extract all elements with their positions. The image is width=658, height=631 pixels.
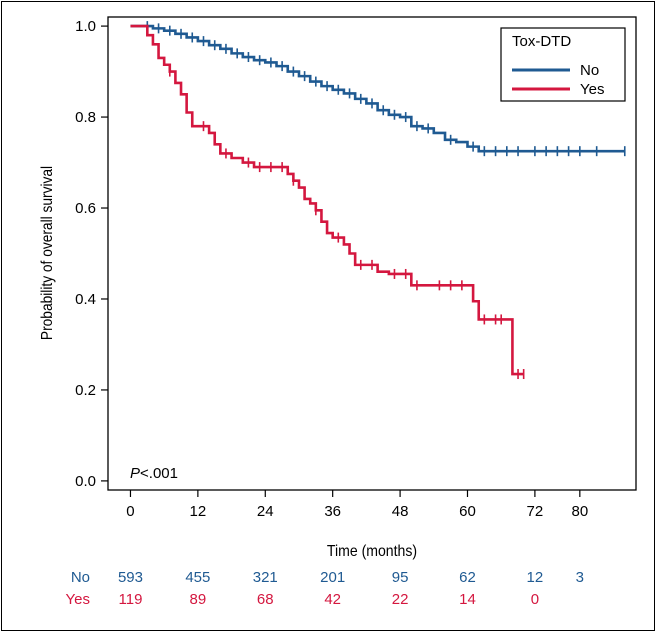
- y-tick-label: 0.6: [75, 200, 96, 217]
- y-tick-label: 0.0: [75, 473, 96, 490]
- risk-value: 89: [190, 591, 207, 608]
- risk-value: 68: [257, 591, 274, 608]
- y-tick-label: 0.2: [75, 382, 96, 399]
- risk-value: 3: [576, 569, 584, 586]
- legend-label-no: No: [580, 62, 599, 79]
- risk-value: 14: [459, 591, 476, 608]
- risk-value: 62: [459, 569, 476, 586]
- x-tick-label: 12: [190, 503, 207, 520]
- x-tick-label: 60: [459, 503, 476, 520]
- risk-row-label: No: [71, 569, 90, 586]
- risk-value: 95: [392, 569, 409, 586]
- x-tick-label: 80: [571, 503, 588, 520]
- risk-row-label: Yes: [66, 591, 90, 608]
- legend-title: Tox-DTD: [512, 33, 571, 50]
- legend-label-yes: Yes: [580, 81, 604, 98]
- y-tick-label: 0.8: [75, 109, 96, 126]
- risk-value: 42: [324, 591, 341, 608]
- legend: Tox-DTD No Yes: [500, 27, 626, 102]
- y-axis-title: Probability of overall survival: [38, 166, 56, 340]
- risk-value: 12: [527, 569, 544, 586]
- risk-value: 593: [118, 569, 143, 586]
- x-tick-label: 24: [257, 503, 274, 520]
- x-axis-title: Time (months): [327, 542, 417, 560]
- risk-value: 119: [119, 591, 143, 608]
- x-tick-label: 36: [324, 503, 341, 520]
- risk-value: 455: [185, 569, 210, 586]
- risk-value: 0: [531, 591, 539, 608]
- risk-value: 321: [253, 569, 278, 586]
- series-line-yes: [130, 24, 524, 376]
- risk-value: 22: [392, 591, 409, 608]
- plot-area: [107, 16, 637, 491]
- risk-table: No 593 455 321 201 95 62 12 3 Yes 119 89 68 42 22 14 0: [66, 569, 584, 608]
- x-tick-label: 48: [392, 503, 409, 520]
- x-tick-label: 72: [527, 503, 544, 520]
- y-tick-label: 1.0: [75, 18, 96, 35]
- p-value-annotation: P<.001: [130, 465, 178, 482]
- risk-value: 201: [320, 569, 345, 586]
- x-tick-label: 0: [126, 503, 134, 520]
- y-tick-label: 0.4: [75, 291, 96, 308]
